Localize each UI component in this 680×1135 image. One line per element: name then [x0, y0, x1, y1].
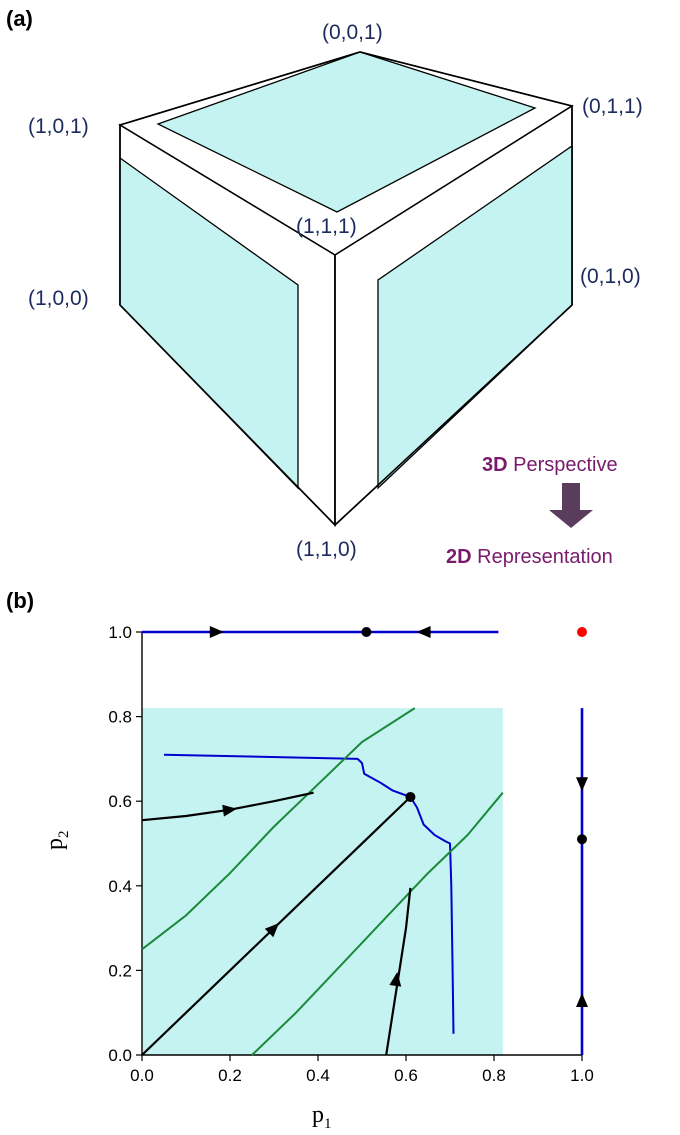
vertex-label-001: (0,0,1)	[322, 21, 383, 44]
plot-ticks: 0.0 0.2 0.4 0.6 0.8 1.0 0.0 0.2 0.4 0.6 0.8 1.0	[108, 623, 593, 1085]
panel-a-label: (a)	[6, 6, 33, 31]
y-tick-label-2: 0.4	[108, 877, 132, 896]
perspective-3d-rest: Perspective	[508, 454, 618, 476]
perspective-3d-bold: 3D	[482, 454, 508, 476]
series-trajectory-7	[385, 887, 412, 1056]
x-tick-label-2: 0.4	[306, 1066, 330, 1085]
vertex-label-101: (1,0,1)	[28, 115, 89, 138]
plot-points	[361, 627, 587, 845]
y-tick-label-4: 0.8	[108, 708, 132, 727]
vertex-label-100: (1,0,0)	[28, 287, 89, 310]
cube	[118, 51, 574, 527]
perspective-arrow	[549, 483, 593, 528]
plot-arrows	[209, 626, 588, 1007]
perspective-2d-label: 2D Representation	[446, 546, 613, 568]
cube-top-inset	[156, 51, 537, 213]
flow-arrow-5	[222, 804, 237, 817]
perspective-3d-label: 3D Perspective	[482, 454, 618, 476]
y-tick-label-3: 0.6	[108, 792, 132, 811]
y-tick-label-1: 0.2	[108, 961, 132, 980]
x-axis-title: p1	[312, 1102, 332, 1132]
y-tick-label-0: 0.0	[108, 1046, 132, 1065]
flow-arrow-4	[264, 923, 279, 938]
fixed-point-0	[361, 627, 372, 637]
vertex-label-110: (1,1,0)	[296, 538, 357, 561]
y-tick-label-5: 1.0	[108, 623, 132, 642]
y-axis-title-sub: 2	[56, 831, 72, 839]
series-boundary-2	[163, 753, 455, 1034]
y-axis-title: p2	[42, 831, 72, 851]
vertex-label-111: (1,1,1)	[296, 215, 357, 238]
flow-arrow-6	[389, 971, 402, 987]
flow-arrow-1	[416, 626, 431, 638]
perspective-2d-rest: Representation	[472, 546, 613, 568]
series-separatrix-4	[251, 792, 504, 1056]
flow-arrow-0	[209, 626, 224, 638]
fixed-point-2	[577, 834, 587, 845]
series-separatrix-3	[141, 707, 416, 951]
flow-arrow-3	[576, 993, 588, 1007]
vertex-label-011: (0,1,1)	[582, 95, 643, 118]
x-tick-label-1: 0.2	[218, 1066, 242, 1085]
panel-b-label: (b)	[6, 588, 34, 613]
x-tick-label-3: 0.6	[394, 1066, 418, 1085]
plot-axes	[141, 632, 582, 1056]
fixed-point-1	[577, 627, 587, 637]
perspective-2d-bold: 2D	[446, 546, 472, 568]
flow-arrow-2	[576, 777, 588, 792]
phase-plot: 0.0 0.2 0.4 0.6 0.8 1.0 0.0 0.2 0.4 0.6 0.8 1.0	[108, 623, 593, 1085]
x-tick-label-4: 0.8	[482, 1066, 506, 1085]
x-axis-title-sub: 1	[324, 1116, 332, 1132]
x-axis-title-main: p	[312, 1102, 324, 1128]
fixed-point-3	[405, 791, 416, 802]
y-axis-title-main: p	[42, 838, 68, 850]
x-tick-label-5: 1.0	[570, 1066, 594, 1085]
vertex-label-010: (0,1,0)	[580, 265, 641, 288]
cube-outline	[119, 51, 573, 527]
x-tick-label-0: 0.0	[130, 1066, 154, 1085]
